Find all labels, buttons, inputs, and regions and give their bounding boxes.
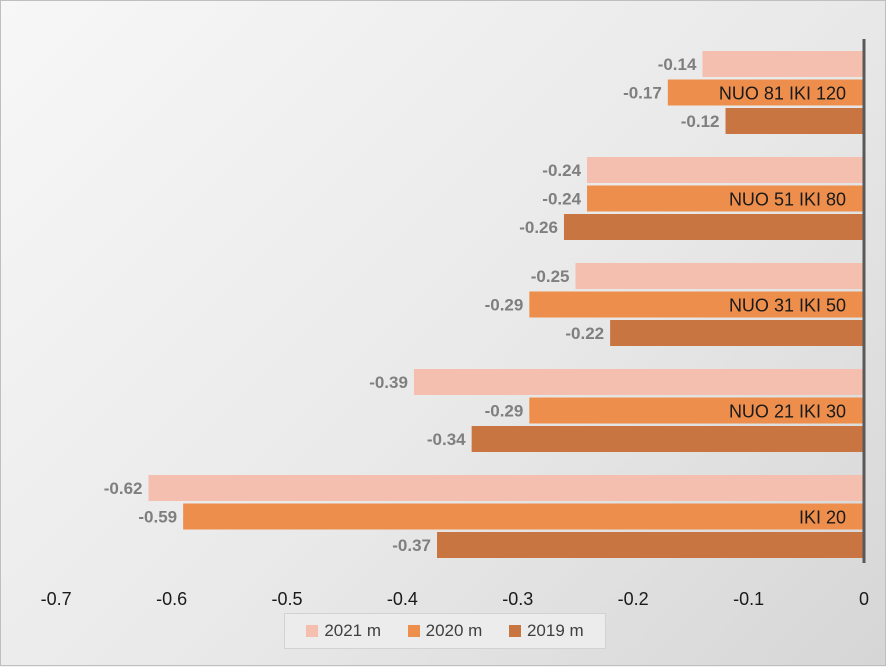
data-label: -0.39 <box>369 373 408 392</box>
x-tick-label: -0.3 <box>502 589 533 609</box>
bar-2021-m-1 <box>587 157 864 183</box>
x-tick-label: -0.1 <box>733 589 764 609</box>
bar-2021-m-2 <box>575 263 864 289</box>
data-label: -0.25 <box>531 267 570 286</box>
bar-2019-m-1 <box>563 214 864 240</box>
data-label: -0.29 <box>485 402 524 421</box>
data-label: -0.14 <box>658 55 697 74</box>
bar-2019-m-2 <box>610 320 864 346</box>
x-tick-label: -0.2 <box>618 589 649 609</box>
category-label: NUO 51 IKI 80 <box>729 190 846 210</box>
legend-label-2021: 2021 m <box>324 621 382 640</box>
x-tick-label: -0.4 <box>387 589 418 609</box>
bar-2020-m-0 <box>667 79 864 106</box>
legend-swatch-2021 <box>306 625 319 637</box>
bar-2021-m-3 <box>413 369 864 395</box>
bar-2019-m-0 <box>725 108 864 134</box>
bar-2019-m-4 <box>437 532 864 558</box>
category-label: IKI 20 <box>799 508 846 528</box>
data-label: -0.12 <box>681 112 720 131</box>
category-label: NUO 21 IKI 30 <box>729 402 846 422</box>
legend-item-2020: 2020 m <box>407 621 483 641</box>
bar-2020-m-4 <box>183 503 864 530</box>
legend-label-2020: 2020 m <box>425 621 483 640</box>
bar-2019-m-3 <box>471 426 864 452</box>
legend: 2021 m 2020 m 2019 m <box>284 613 606 649</box>
legend-item-2021: 2021 m <box>306 621 381 641</box>
x-tick-label: -0.6 <box>156 589 187 609</box>
x-tick-label: -0.5 <box>271 589 302 609</box>
data-label: -0.24 <box>542 161 581 180</box>
data-label: -0.29 <box>485 296 524 315</box>
bar-2021-m-0 <box>702 51 864 77</box>
data-label: -0.17 <box>623 84 662 103</box>
data-label: -0.22 <box>565 324 604 343</box>
bar-2020-m-3 <box>529 397 864 424</box>
data-label: -0.24 <box>542 190 581 209</box>
bar-2020-m-1 <box>587 185 864 212</box>
x-tick-label: 0 <box>859 589 869 609</box>
data-label: -0.62 <box>104 479 143 498</box>
data-label: -0.59 <box>138 508 177 527</box>
data-label: -0.26 <box>519 218 558 237</box>
x-tick-label: -0.7 <box>41 589 72 609</box>
legend-item-2019: 2019 m <box>508 621 584 641</box>
category-label: NUO 81 IKI 120 <box>719 84 846 104</box>
legend-swatch-2020 <box>407 625 420 637</box>
legend-swatch-2019 <box>508 625 521 637</box>
data-label: -0.34 <box>427 430 466 449</box>
bar-2021-m-4 <box>148 475 864 501</box>
category-label: NUO 31 IKI 50 <box>729 296 846 316</box>
legend-label-2019: 2019 m <box>526 621 584 640</box>
data-label: -0.37 <box>392 536 431 555</box>
bar-2020-m-2 <box>529 291 864 318</box>
